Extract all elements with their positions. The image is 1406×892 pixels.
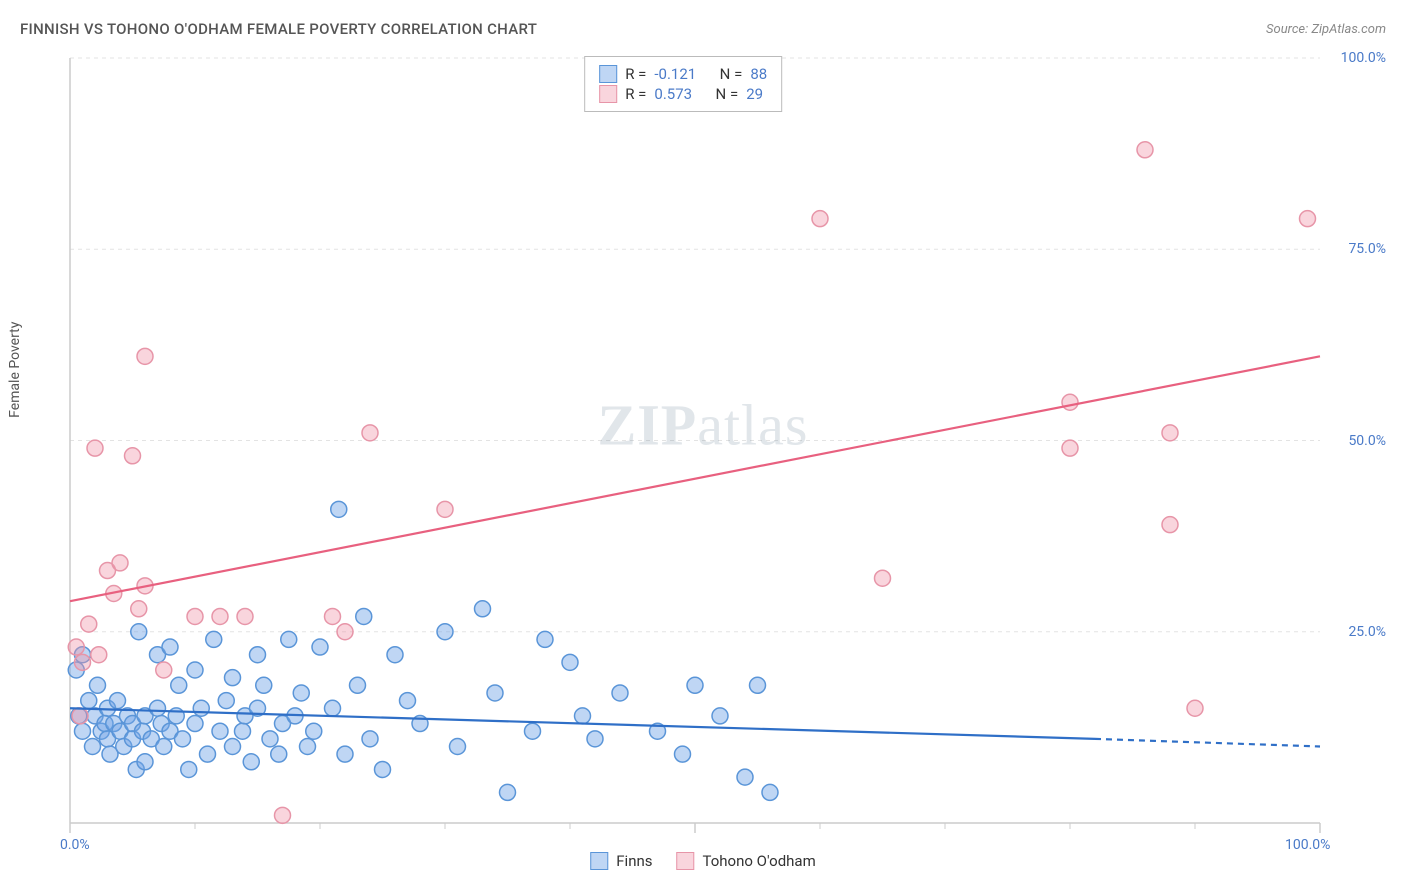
chart-header: FINNISH VS TOHONO O'ODHAM FEMALE POVERTY… bbox=[20, 20, 1386, 38]
chart-container: Female Poverty ZIPatlas R = -0.121 N = 8… bbox=[20, 48, 1386, 868]
legend-item-tohono: Tohono O'odham bbox=[677, 852, 816, 870]
y-label: 50.0% bbox=[1348, 433, 1386, 449]
scatter-chart bbox=[20, 48, 1386, 868]
y-label: 100.0% bbox=[1341, 50, 1386, 66]
swatch-tohono bbox=[599, 85, 617, 103]
x-label-right: 100.0% bbox=[1285, 837, 1330, 870]
y-label: 75.0% bbox=[1348, 241, 1386, 257]
n-value-finns: 88 bbox=[750, 65, 767, 83]
swatch-finns bbox=[599, 65, 617, 83]
n-value-tohono: 29 bbox=[746, 85, 763, 103]
chart-title: FINNISH VS TOHONO O'ODHAM FEMALE POVERTY… bbox=[20, 20, 537, 38]
legend-swatch-tohono bbox=[677, 852, 695, 870]
legend-swatch-finns bbox=[590, 852, 608, 870]
r-value-finns: -0.121 bbox=[654, 65, 696, 83]
stats-row-tohono: R = 0.573 N = 29 bbox=[599, 85, 767, 103]
stats-row-finns: R = -0.121 N = 88 bbox=[599, 65, 767, 83]
stats-legend: R = -0.121 N = 88 R = 0.573 N = 29 bbox=[584, 56, 782, 112]
series-legend: Finns Tohono O'odham bbox=[590, 852, 816, 870]
y-label: 25.0% bbox=[1348, 624, 1386, 640]
source-attribution: Source: ZipAtlas.com bbox=[1266, 22, 1386, 37]
x-label-left: 0.0% bbox=[60, 837, 90, 870]
r-value-tohono: 0.573 bbox=[654, 85, 692, 103]
legend-item-finns: Finns bbox=[590, 852, 652, 870]
y-axis-title: Female Poverty bbox=[7, 322, 23, 418]
